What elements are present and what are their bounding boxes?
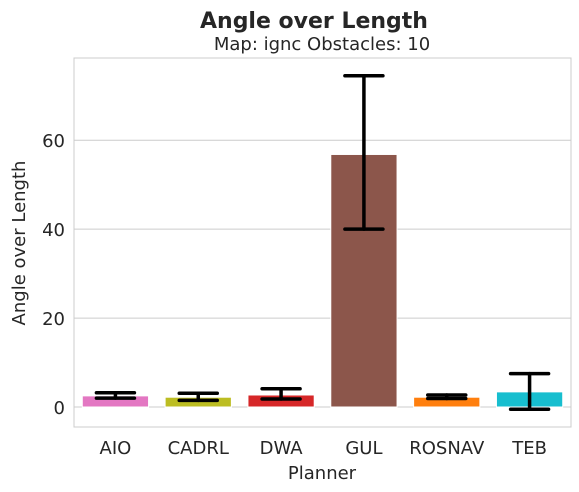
x-tick-label: CADRL <box>168 438 229 459</box>
y-tick-label: 60 <box>42 131 65 152</box>
chart-subtitle: Map: ignc Obstacles: 10 <box>214 34 430 55</box>
bars <box>82 154 562 407</box>
gridlines <box>74 140 571 407</box>
y-tick-labels: 0 20 40 60 <box>42 131 65 419</box>
y-tick-label: 0 <box>54 398 65 419</box>
y-tick-label: 40 <box>42 220 65 241</box>
y-axis-label: Angle over Length <box>9 161 30 326</box>
x-tick-label: TEB <box>511 438 547 459</box>
x-tick-label: AIO <box>100 438 132 459</box>
x-tick-labels: AIO CADRL DWA GUL ROSNAV TEB <box>100 438 547 459</box>
error-bars <box>96 76 548 409</box>
error-bar-dwa <box>262 389 300 399</box>
x-tick-label: ROSNAV <box>409 438 485 459</box>
y-tick-label: 20 <box>42 309 65 330</box>
x-tick-label: GUL <box>345 438 382 459</box>
x-tick-label: DWA <box>260 438 304 459</box>
chart-title: Angle over Length <box>200 9 428 34</box>
plot-frame <box>74 58 571 427</box>
x-axis-label: Planner <box>288 463 357 484</box>
